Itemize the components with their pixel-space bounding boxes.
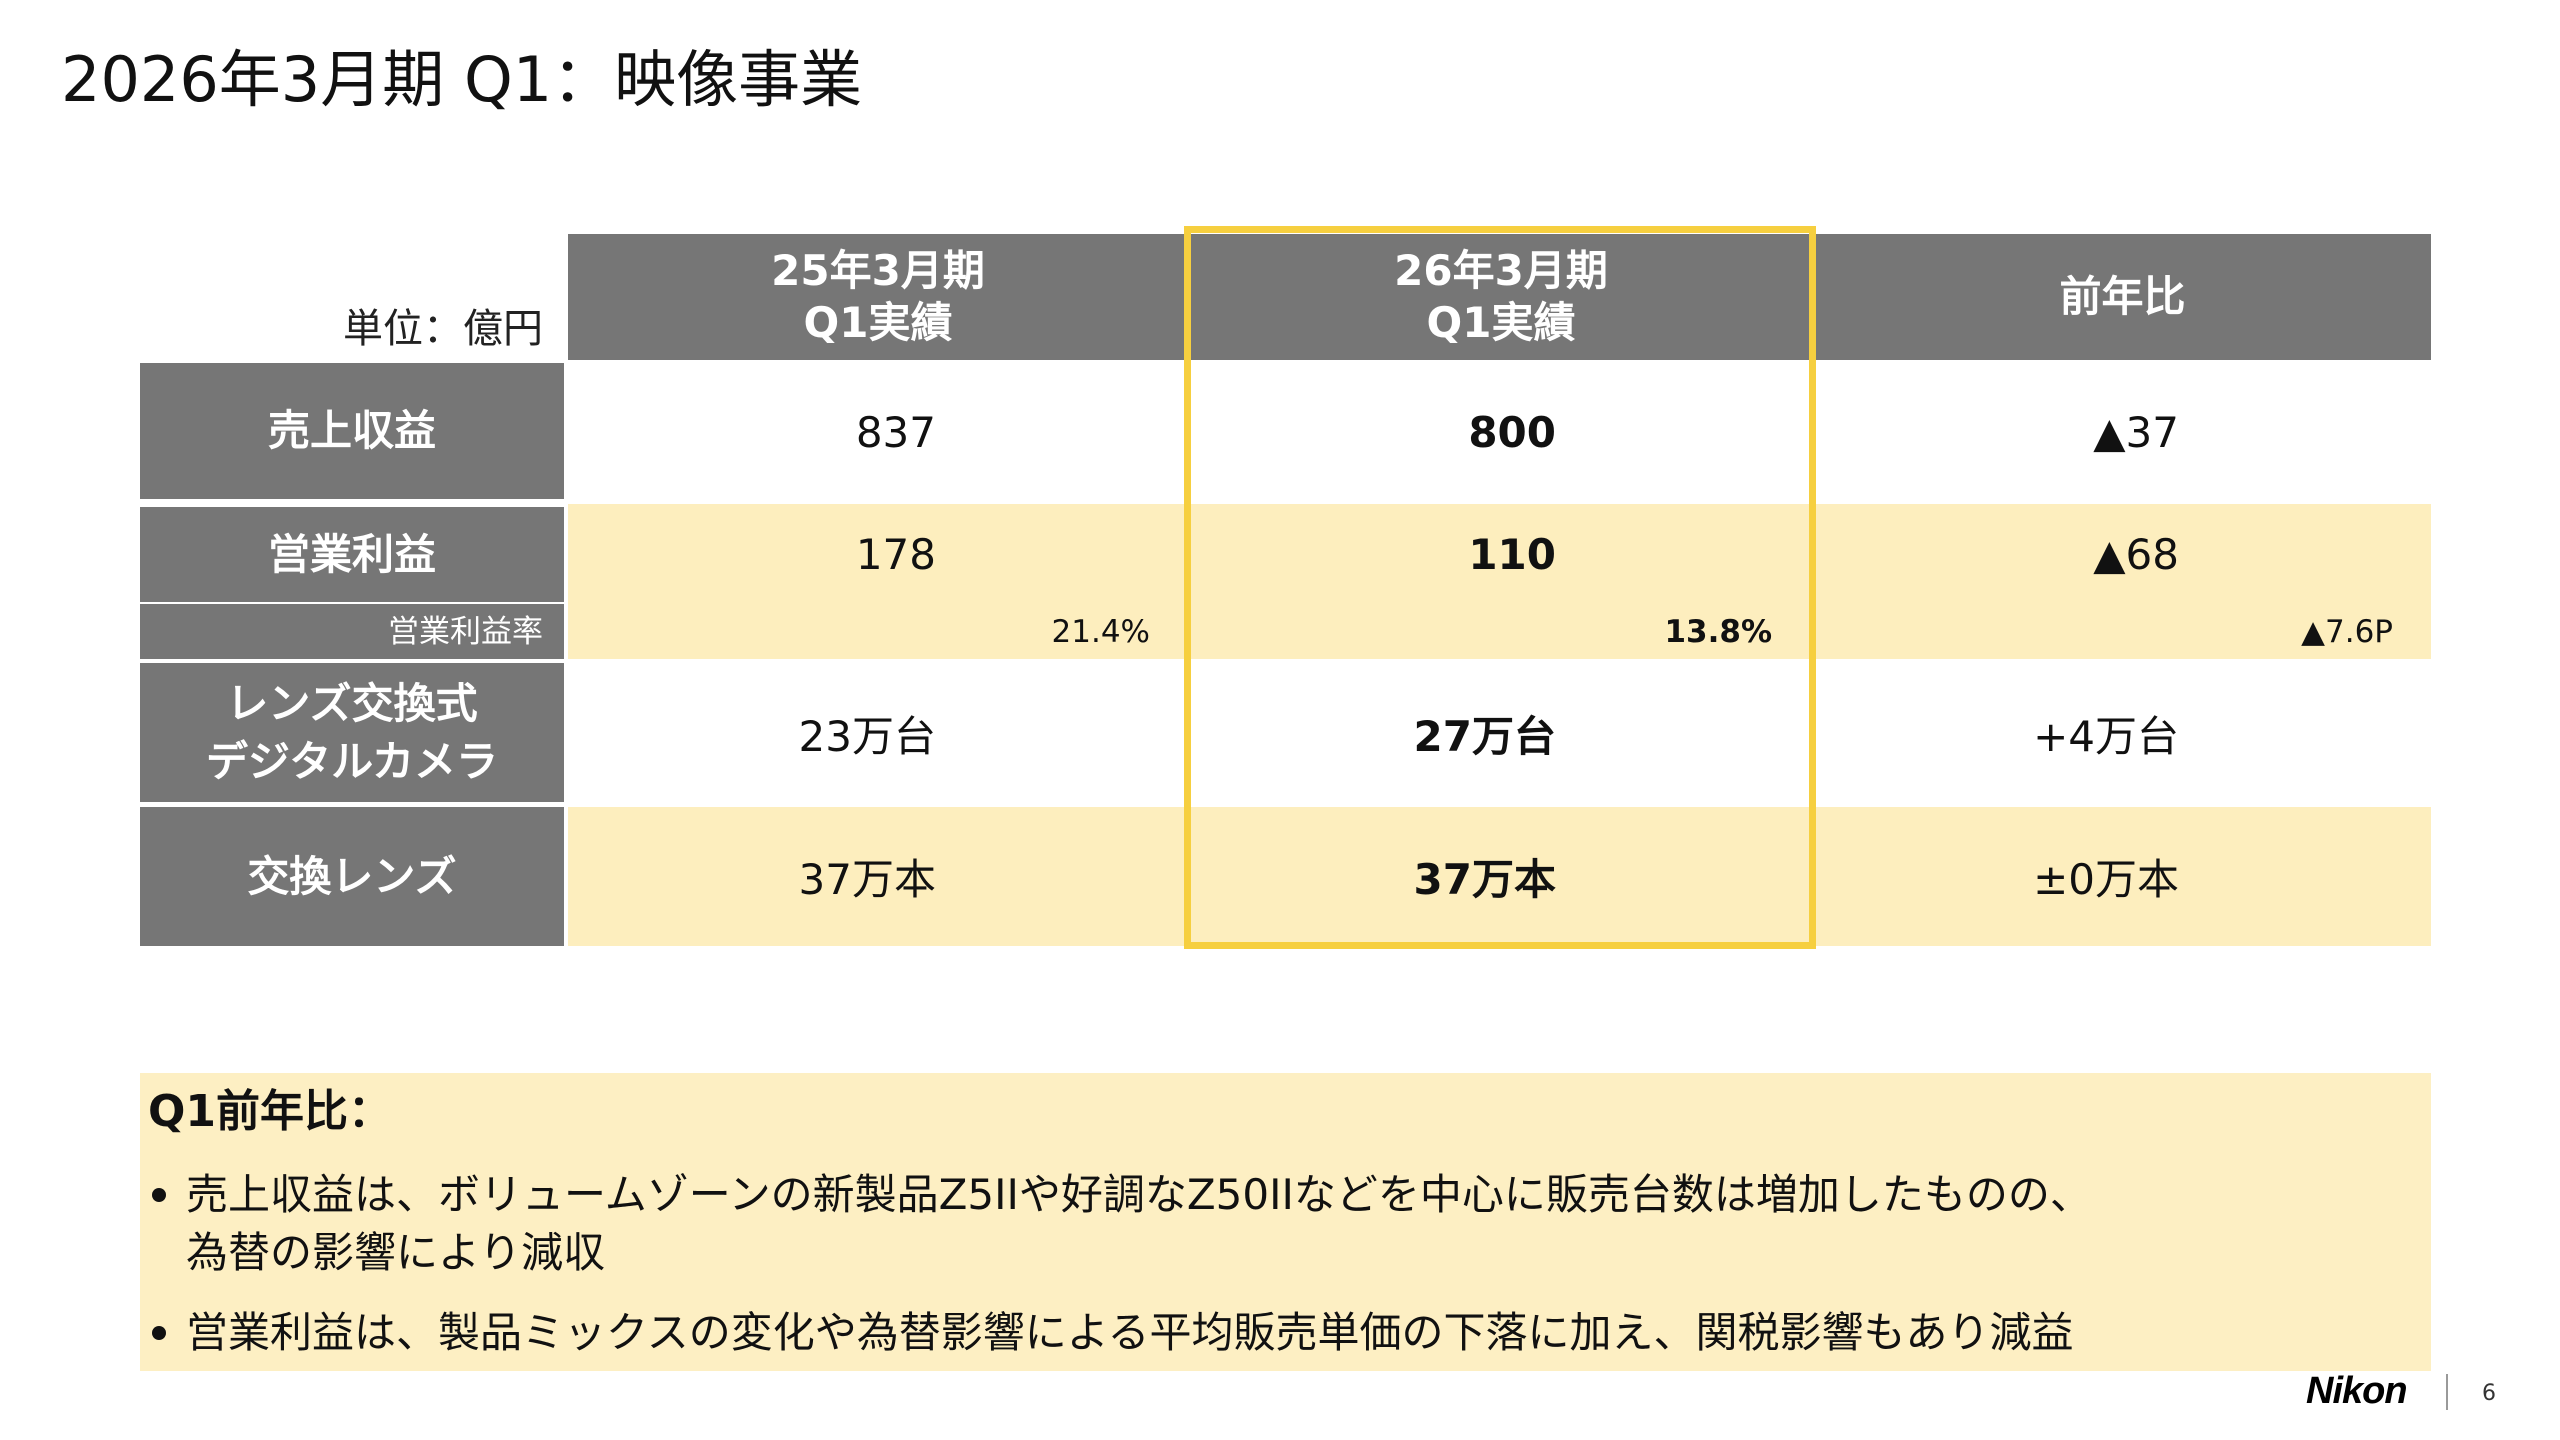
bullet-dot-icon: [152, 1326, 166, 1340]
summary-box: Q1前年比： 売上収益は、ボリュームゾーンの新製品Z5IIや好調なZ50IIなど…: [140, 1073, 2431, 1371]
row-label-text: レンズ交換式: [226, 678, 478, 728]
cell-value: ▲37: [2093, 407, 2179, 457]
cell-lenses-fy2025: 37万本: [568, 807, 1188, 946]
column-header-period: 25年3月期: [771, 246, 985, 295]
cell-cameras-fy2026: 27万台: [1188, 659, 1814, 807]
cell-value: 837: [855, 407, 936, 457]
cell-operating-profit-yoy: ▲68: [1814, 504, 2431, 604]
cell-operating-profit-fy2026: 110: [1188, 504, 1814, 604]
column-header-yoy-label: 前年比: [2059, 272, 2186, 321]
row-label-operating-margin: 営業利益率: [140, 604, 564, 659]
footer-divider: [2446, 1374, 2448, 1410]
cell-revenue-yoy: ▲37: [1814, 360, 2431, 504]
cell-value: 21.4%: [1051, 613, 1150, 650]
row-label-stack: レンズ交換式 デジタルカメラ: [206, 675, 498, 791]
page-number: 6: [2482, 1381, 2496, 1406]
cell-cameras-fy2025: 23万台: [568, 659, 1188, 807]
cell-lenses-yoy: ±0万本: [1814, 807, 2431, 946]
column-header-result: Q1実績: [1426, 298, 1576, 347]
column-header-fy2025-q1: 25年3月期 Q1実績: [568, 234, 1188, 360]
bullet-text: 売上収益は、ボリュームゾーンの新製品Z5IIや好調なZ50IIなどを中心に販売台…: [186, 1166, 2092, 1282]
bullet-text: 営業利益は、製品ミックスの変化や為替影響による平均販売単価の下落に加え、関税影響…: [186, 1304, 2073, 1362]
cell-value: +4万台: [2033, 711, 2179, 761]
cell-value: 37万本: [1413, 855, 1556, 904]
row-label-text: 売上収益: [267, 406, 436, 455]
cell-operating-profit-fy2025: 178: [568, 504, 1188, 604]
column-header-yoy: 前年比: [1814, 234, 2431, 360]
row-label-text: 営業利益率: [388, 613, 543, 650]
row-label-operating-profit: 営業利益: [140, 507, 564, 602]
cell-value: 800: [1468, 407, 1556, 457]
column-header-fy2026-q1: 26年3月期 Q1実績: [1188, 234, 1814, 360]
row-label-interchangeable-lens-cameras: レンズ交換式 デジタルカメラ: [140, 663, 564, 802]
row-label-text: 交換レンズ: [247, 851, 457, 901]
cell-revenue-fy2025: 837: [568, 360, 1188, 504]
cell-value: ±0万本: [2033, 855, 2179, 904]
cell-value: 23万台: [798, 711, 936, 761]
slide-title: 2026年3月期 Q1：映像事業: [61, 43, 863, 116]
bullet-line: 為替の影響により減収: [186, 1228, 606, 1277]
column-header-period: 26年3月期: [1394, 246, 1608, 295]
bullet-dot-icon: [152, 1188, 166, 1202]
summary-heading: Q1前年比：: [148, 1086, 393, 1137]
cell-operating-margin-yoy: ▲7.6P: [1814, 604, 2431, 659]
bullet-line: 売上収益は、ボリュームゾーンの新製品Z5IIや好調なZ50IIなどを中心に販売台…: [186, 1170, 2092, 1219]
row-label-text: デジタルカメラ: [206, 736, 498, 786]
cell-value: ▲7.6P: [2301, 613, 2393, 650]
cell-operating-margin-fy2026: 13.8%: [1188, 604, 1814, 659]
row-label-interchangeable-lenses: 交換レンズ: [140, 807, 564, 946]
cell-value: 13.8%: [1664, 613, 1772, 650]
cell-value: 178: [855, 529, 936, 579]
cell-value: 37万本: [798, 855, 936, 904]
cell-value: 27万台: [1413, 711, 1556, 761]
column-header-result: Q1実績: [803, 298, 953, 347]
current-period-highlight-frame: [1184, 226, 1816, 949]
nikon-logo: Nikon: [2306, 1370, 2408, 1412]
cell-value: 110: [1468, 529, 1556, 579]
row-label-revenue: 売上収益: [140, 363, 564, 499]
unit-label: 単位：億円: [343, 306, 543, 352]
cell-operating-margin-fy2025: 21.4%: [568, 604, 1188, 659]
row-label-text: 営業利益: [267, 529, 436, 579]
cell-lenses-fy2026: 37万本: [1188, 807, 1814, 946]
cell-value: ▲68: [2093, 529, 2179, 579]
bullet-line: 営業利益は、製品ミックスの変化や為替影響による平均販売単価の下落に加え、関税影響…: [186, 1308, 2074, 1357]
cell-cameras-yoy: +4万台: [1814, 659, 2431, 807]
cell-revenue-fy2026: 800: [1188, 360, 1814, 504]
